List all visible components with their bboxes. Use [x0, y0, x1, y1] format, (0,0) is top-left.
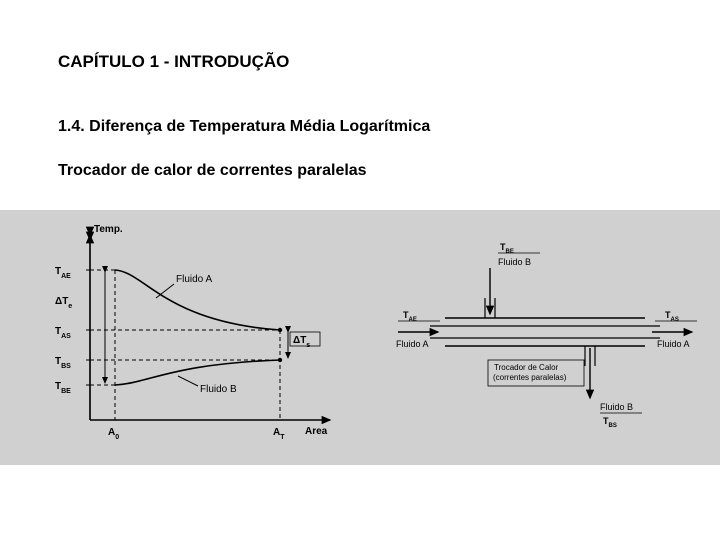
ytick-tae: TAE: [55, 266, 71, 280]
leader-a: [156, 284, 174, 298]
xtick-at: AT: [273, 427, 285, 441]
leader-b: [178, 376, 198, 386]
label-fluidob-top: Fluido B: [498, 257, 531, 267]
caption-line1: Trocador de Calor: [494, 363, 559, 372]
curve-fluid-b: [115, 360, 280, 385]
label-tbs: TBS: [603, 416, 617, 429]
subsection-title: Trocador de calor de correntes paralelas: [58, 162, 367, 180]
label-fluidob-bottom: Fluido B: [600, 402, 633, 412]
heat-exchanger-schematic: TAE Fluido A TAS Fluido A TBE Fluido B F…: [396, 242, 697, 429]
xtick-a0: A0: [108, 427, 119, 441]
caption-line2: (correntes paralelas): [493, 373, 567, 382]
diagram-svg: Temp. Area TAE ΔTe TAS TBS TBE A0 AT: [0, 210, 720, 465]
label-fluid-b: Fluido B: [200, 384, 237, 395]
chapter-title: CAPÍTULO 1 - INTRODUÇÃO: [58, 52, 289, 72]
temp-chart: Temp. Area TAE ΔTe TAS TBS TBE A0 AT: [55, 224, 330, 441]
label-fluidoa-right: Fluido A: [657, 339, 690, 349]
curve-a-endpoint: [278, 328, 282, 332]
guides: [90, 270, 280, 420]
curve-b-endpoint: [278, 358, 282, 362]
x-axis-label: Area: [305, 426, 328, 437]
y-ticks: TAE ΔTe TAS TBS TBE: [55, 266, 94, 395]
y-axis-label: Temp.: [94, 224, 123, 235]
label-fluidoa-left: Fluido A: [396, 339, 429, 349]
ytick-tbs: TBS: [55, 356, 71, 370]
section-title: 1.4. Diferença de Temperatura Média Loga…: [58, 118, 430, 136]
ytick-dte: ΔTe: [55, 296, 72, 310]
ytick-tbe: TBE: [55, 381, 71, 395]
diagram-panel: Temp. Area TAE ΔTe TAS TBS TBE A0 AT: [0, 210, 720, 465]
ytick-tas: TAS: [55, 326, 71, 340]
label-fluid-a: Fluido A: [176, 274, 212, 285]
